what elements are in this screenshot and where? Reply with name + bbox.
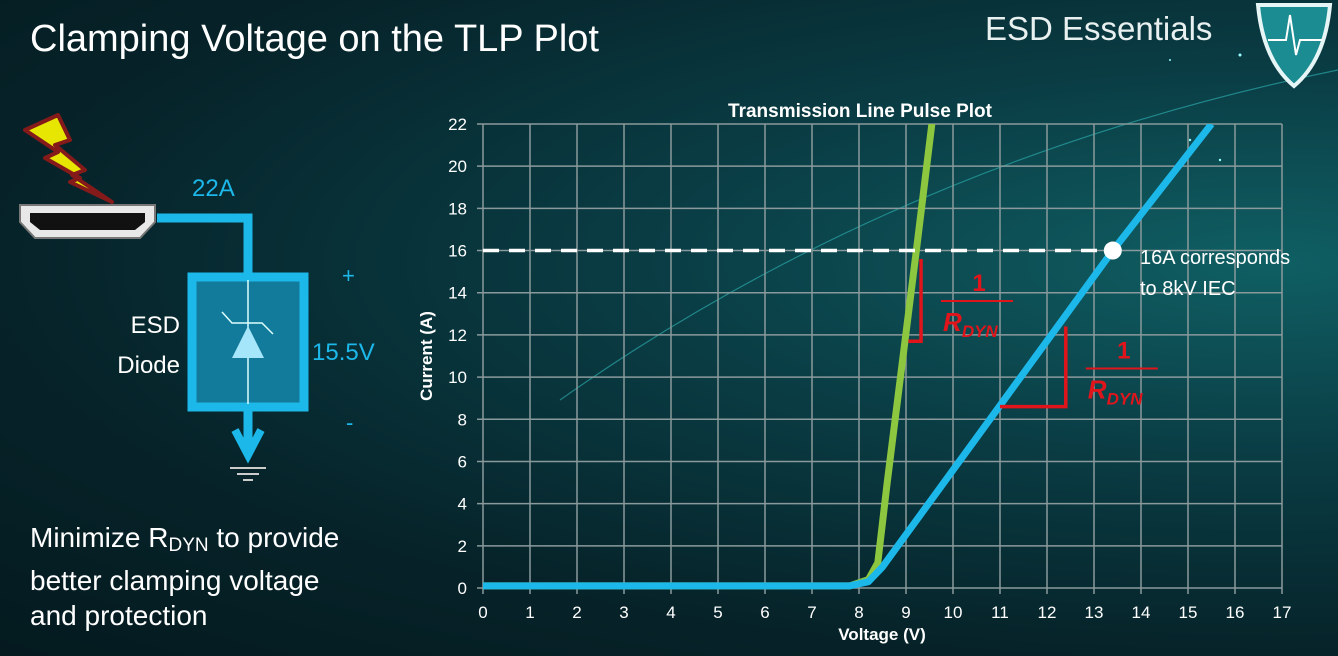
slope-label-denominator: RDYN — [1088, 374, 1143, 408]
device-label-1: ESD — [131, 312, 180, 339]
y-tick-label: 2 — [458, 537, 467, 556]
tvs-diode-icon — [221, 280, 274, 404]
y-tick-label: 22 — [448, 115, 467, 134]
x-tick-label: 15 — [1179, 603, 1198, 622]
y-tick-label: 14 — [448, 284, 467, 303]
y-tick-label: 18 — [448, 199, 467, 218]
x-tick-label: 14 — [1132, 603, 1151, 622]
caption-line-1: Minimize RDYN to provide — [30, 522, 340, 556]
x-tick-label: 7 — [807, 603, 816, 622]
y-tick-label: 4 — [458, 495, 467, 514]
x-tick-label: 17 — [1273, 603, 1292, 622]
slope-triangle — [1000, 326, 1068, 409]
y-tick-label: 8 — [458, 410, 467, 429]
slope-label-subscript: DYN — [962, 322, 999, 341]
marker-point — [1103, 241, 1122, 260]
y-tick-label: 6 — [458, 452, 467, 471]
slope-label-numerator: 1 — [972, 270, 985, 297]
voltage-label: 15.5V — [312, 339, 375, 366]
hdmi-connector-icon — [19, 204, 156, 239]
slope-label-denominator: RDYN — [943, 307, 998, 341]
annotation-line-1: 16A corresponds — [1140, 247, 1290, 269]
y-tick-label: 10 — [448, 368, 467, 387]
y-tick-label: 20 — [448, 157, 467, 176]
x-axis-label: Voltage (V) — [838, 625, 926, 644]
y-tick-label: 12 — [448, 326, 467, 345]
x-tick-label: 11 — [991, 603, 1009, 622]
shield-logo-icon — [1255, 2, 1333, 89]
chart-title: Transmission Line Pulse Plot — [728, 101, 993, 122]
x-tick-label: 1 — [525, 603, 534, 622]
slope-triangle — [908, 258, 923, 343]
x-tick-label: 8 — [854, 603, 863, 622]
x-tick-label: 0 — [478, 603, 487, 622]
green-series-line — [483, 124, 936, 590]
x-tick-label: 12 — [1038, 603, 1057, 622]
y-axis-label: Current (A) — [417, 311, 436, 401]
x-tick-label: 2 — [572, 603, 581, 622]
x-tick-label: 4 — [666, 603, 675, 622]
caption-line-2: better clamping voltage — [30, 565, 320, 596]
blue-series-line — [483, 124, 1215, 590]
y-tick-label: 16 — [448, 242, 467, 261]
ground-icon — [230, 467, 266, 481]
x-tick-label: 5 — [713, 603, 722, 622]
brand-text: ESD Essentials — [985, 10, 1213, 47]
caption-line-3: and protection — [30, 600, 208, 631]
x-tick-label: 6 — [760, 603, 769, 622]
x-tick-label: 16 — [1226, 603, 1245, 622]
esd-circuit-diagram: 22A ESD Diode 15.5V + - — [19, 113, 375, 481]
slope-label-numerator: 1 — [1117, 337, 1130, 364]
slope-label-subscript: DYN — [1107, 389, 1144, 408]
plus-sign: + — [342, 263, 355, 288]
slide-title: Clamping Voltage on the TLP Plot — [30, 18, 599, 60]
current-label: 22A — [192, 175, 235, 202]
minus-sign: - — [346, 410, 353, 435]
x-tick-label: 13 — [1085, 603, 1104, 622]
lightning-icon — [23, 113, 114, 204]
x-tick-label: 3 — [619, 603, 628, 622]
x-tick-label: 9 — [901, 603, 910, 622]
annotation-line-2: to 8kV IEC — [1140, 278, 1236, 300]
device-label-2: Diode — [117, 352, 180, 379]
y-tick-label: 0 — [458, 579, 467, 598]
bottom-caption: Minimize RDYN to provide better clamping… — [30, 520, 339, 633]
x-tick-label: 10 — [944, 603, 963, 622]
